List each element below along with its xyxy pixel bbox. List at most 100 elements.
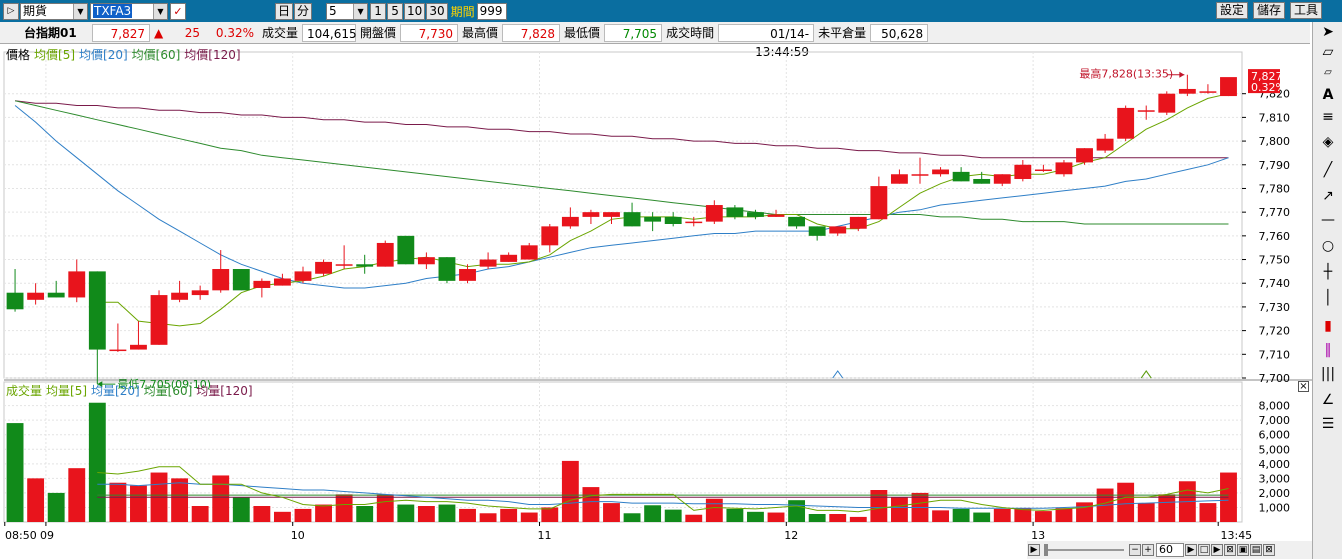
symbol-select[interactable]: TXFA3 ▼ (90, 2, 168, 20)
period-day-button[interactable]: 日 (275, 2, 294, 20)
volume-bar (171, 478, 189, 522)
multi-candle-icon[interactable]: ▮ (1324, 318, 1332, 334)
high-arrowhead (1179, 71, 1185, 78)
settings-button[interactable]: 設定 (1215, 2, 1248, 19)
volume-bar (747, 511, 764, 522)
volume-bar (767, 512, 785, 522)
x-tick-label: 12 (784, 529, 798, 541)
zoom-out-icon[interactable]: − (1129, 544, 1141, 556)
candle-body (315, 261, 332, 274)
candle-body (1055, 162, 1073, 175)
tools-button[interactable]: 工具 (1289, 2, 1322, 19)
volume-bar (541, 507, 559, 522)
interval-10-button[interactable]: 10 (404, 2, 426, 20)
export-icon[interactable]: ⊠ (1263, 544, 1275, 556)
low-value: 7,705 (604, 23, 663, 42)
candle-body (541, 226, 559, 246)
volume-bar (438, 504, 456, 522)
volume-bar (6, 423, 24, 522)
lines-icon[interactable]: ≡ (1322, 109, 1334, 125)
ma60-legend: 均價[60] (131, 48, 181, 62)
price-panel-frame (3, 51, 1243, 379)
volume-bar (870, 490, 888, 522)
check-icon[interactable]: ✓ (170, 2, 186, 20)
zoom-in-icon[interactable]: + (1142, 544, 1154, 556)
save-button[interactable]: 儲存 (1252, 2, 1285, 19)
ma60-line (14, 100, 1229, 225)
chevron-down-icon: ▼ (353, 3, 368, 19)
candle-body (870, 186, 888, 220)
scroll-left-icon[interactable]: ▶ (1028, 544, 1040, 556)
candle-body (1034, 169, 1052, 172)
x-tick-label: 10 (291, 529, 305, 541)
first-page-icon[interactable]: ▶ (1185, 544, 1197, 556)
volume-bar (47, 492, 65, 522)
grid-icon[interactable]: ☰ (1321, 416, 1335, 432)
horizontal-line-icon[interactable]: — (1321, 212, 1335, 228)
volume-bar (479, 513, 497, 522)
interval-5-button[interactable]: 5 (387, 2, 404, 20)
circle-icon[interactable]: ○ (1321, 238, 1335, 254)
low-arrowhead (97, 381, 103, 388)
tag-icon[interactable]: ◈ (1322, 134, 1334, 150)
candle-body (890, 174, 908, 184)
candle-body (788, 216, 806, 227)
erase-all-icon[interactable]: ▱ (1324, 67, 1332, 78)
candle-body (603, 212, 620, 217)
period-minute-button[interactable]: 分 (294, 2, 313, 20)
count-input[interactable]: 999 (476, 2, 507, 20)
fullscreen-icon[interactable]: ⊠ (1224, 544, 1236, 556)
arrow-line-icon[interactable]: ↗ (1322, 188, 1334, 204)
last-page-icon[interactable]: ▶ (1211, 544, 1223, 556)
high-value: 7,828 (502, 23, 561, 42)
market-type-value: 期貨 (23, 3, 48, 18)
line-tool-icon[interactable]: ╱ (1323, 162, 1333, 178)
zoom-slider[interactable] (1044, 544, 1124, 556)
cursor-icon[interactable]: ➤ (1322, 24, 1334, 40)
price-volume-chart[interactable]: 7,8207,8107,8007,7907,7807,7707,7607,750… (0, 44, 1312, 541)
volume-bar (1076, 502, 1093, 522)
price-tick-label: 7,800 (1259, 135, 1291, 148)
candle-body (726, 207, 744, 217)
interval-1-button[interactable]: 1 (370, 2, 387, 20)
candle-body (1096, 138, 1114, 151)
text-icon[interactable]: A (1322, 87, 1334, 103)
last-price: 7,827 (92, 23, 150, 42)
candle-body (911, 174, 929, 176)
vma120-legend: 均量[120] (196, 384, 253, 398)
candle-body (664, 216, 682, 224)
volume-bar (582, 487, 600, 522)
market-type-select[interactable]: 期貨 ▼ (20, 2, 88, 20)
volume-bar (623, 513, 641, 522)
interval-select[interactable]: 5 ▼ (326, 2, 369, 20)
vertical-line-icon[interactable]: │ (1323, 290, 1333, 306)
play-icon[interactable]: ▷ (3, 2, 19, 20)
quote-bar: 台指期01 7,827 ▲ 25 0.32% 成交量 104,615 開盤價 7… (0, 22, 1310, 59)
price-tick-label: 7,790 (1259, 159, 1291, 172)
candle-body (171, 292, 189, 300)
price-tick-label: 7,720 (1259, 325, 1291, 338)
signal-marker (1140, 370, 1152, 379)
print-icon[interactable]: ▤ (1250, 544, 1262, 556)
volume-bar (191, 506, 209, 522)
square-icon[interactable]: □ (1198, 544, 1210, 556)
volume-bar (1055, 508, 1073, 522)
candle-body (68, 271, 86, 298)
candle-body (459, 269, 476, 281)
volume-bar (952, 508, 970, 522)
fan-icon[interactable]: ∠ (1321, 392, 1335, 408)
volume-tick-label: 4,000 (1259, 458, 1291, 471)
volume-bar (356, 506, 374, 522)
fibonacci-icon[interactable]: ‖ (1324, 342, 1332, 358)
close-icon[interactable]: × (1298, 381, 1309, 392)
parallel-lines-icon[interactable]: ||| (1320, 366, 1336, 382)
candle-body (232, 269, 250, 291)
eraser-icon[interactable]: ▱ (1322, 44, 1334, 60)
volume-bar (376, 494, 394, 522)
interval-30-button[interactable]: 30 (426, 2, 448, 20)
low-label: 最低價 (564, 25, 601, 40)
vertical-tool-icon[interactable]: ┼ (1323, 264, 1333, 280)
save-chart-icon[interactable]: ▣ (1237, 544, 1249, 556)
zoom-value[interactable]: 60 (1156, 543, 1184, 557)
volume-tick-label: 8,000 (1259, 400, 1291, 413)
